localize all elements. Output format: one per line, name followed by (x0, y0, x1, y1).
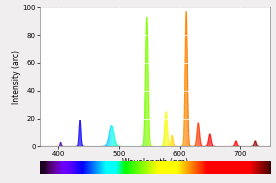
Y-axis label: Intensity (arc): Intensity (arc) (12, 50, 21, 104)
X-axis label: Wavelength (nm): Wavelength (nm) (122, 158, 188, 167)
